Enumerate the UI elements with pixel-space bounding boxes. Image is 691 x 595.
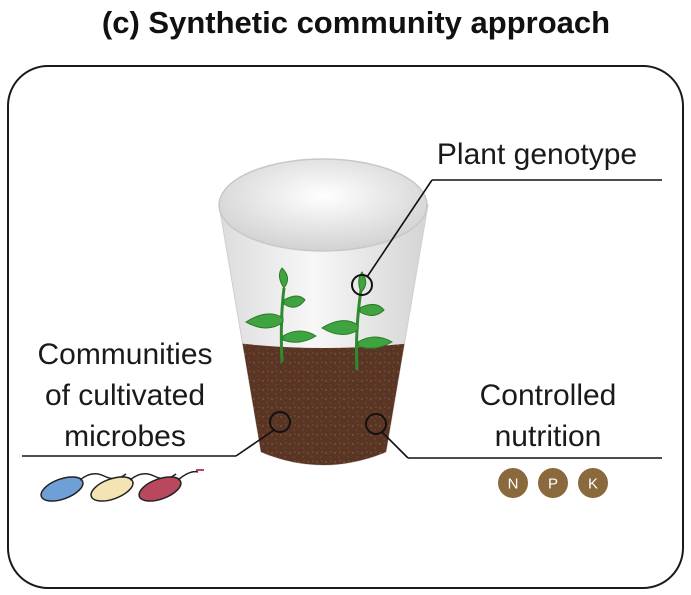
bacterium-icon — [138, 469, 204, 502]
nutrition-label-line1: Controlled — [480, 379, 617, 412]
nutrition-callout: Controlled nutrition — [365, 379, 662, 459]
communities-label-line1: Communities — [37, 338, 212, 371]
pot-rim — [218, 158, 428, 252]
plant-genotype-callout: Plant genotype — [351, 138, 662, 296]
seedling-icon — [321, 271, 393, 371]
nutrient-label-n: N — [508, 476, 519, 493]
nutrient-badge-n: N — [498, 468, 528, 498]
nutrient-label-p: P — [548, 476, 558, 493]
communities-label-line3: microbes — [64, 420, 186, 453]
soil — [219, 338, 428, 465]
plant-genotype-label: Plant genotype — [437, 138, 637, 171]
bacterium-icon — [90, 473, 177, 502]
seedling-icon — [245, 267, 317, 363]
microbes-callout: Communities of cultivated microbes — [22, 338, 291, 457]
frame-border — [7, 65, 684, 589]
communities-label-line2: of cultivated — [45, 379, 205, 412]
nutrient-badge-k: K — [578, 468, 608, 498]
nutrient-label-k: K — [588, 476, 598, 493]
diagram-title: (c) Synthetic community approach — [102, 5, 610, 40]
nutrient-badge-p: P — [538, 468, 568, 498]
nutrition-label-line2: nutrition — [495, 420, 602, 453]
